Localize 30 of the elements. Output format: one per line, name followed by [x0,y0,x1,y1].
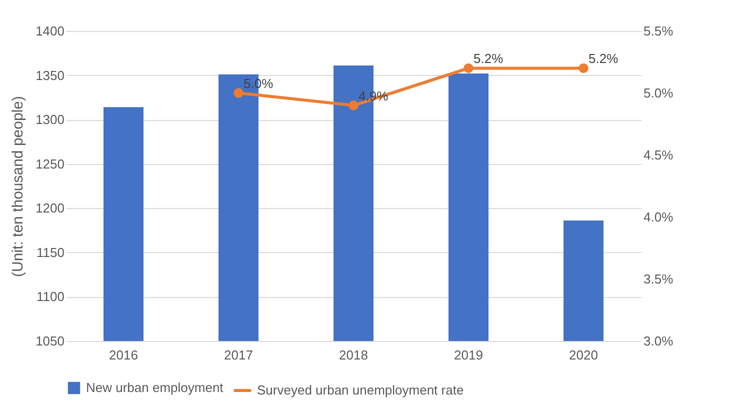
point [234,88,244,98]
y2-tick-label: 3.0% [644,334,674,348]
x-tick-label: 2016 [109,348,138,362]
x-tick-label: 2018 [339,348,368,362]
y-axis-title: (Unit: ten thousand people) [10,96,27,277]
point [464,63,474,74]
y-tick-label: 1350 [36,68,64,83]
point [578,63,588,74]
y2-tick-label: 4.0% [644,210,674,224]
y-tick-label: 1300 [36,112,64,128]
x-tick-label: 2020 [569,348,598,362]
y-tick-label: 1050 [36,334,64,348]
x-tick-label: 2017 [224,348,253,362]
y-tick-label: 1150 [36,244,64,260]
y-tick-label: 1250 [36,156,64,172]
y2-tick-label: 5.0% [644,86,674,100]
data-label: 5.2% [588,51,619,66]
y-tick-label: 1200 [36,200,64,216]
legend-label: Surveyed urban unemployment rate [257,382,464,398]
x-tick-label: 2019 [454,348,483,362]
y-tick-label: 1400 [36,24,64,38]
y2-tick-label: 5.5% [644,24,674,38]
y2-tick-label: 3.5% [644,272,674,286]
y-tick-label: 1100 [36,289,64,304]
data-label: 5.0% [244,76,274,91]
data-label: 5.2% [474,51,504,66]
point [348,100,358,110]
legend-label: New urban employment [86,380,224,395]
data-label: 4.9% [358,88,389,104]
y2-tick-label: 4.5% [644,148,674,162]
